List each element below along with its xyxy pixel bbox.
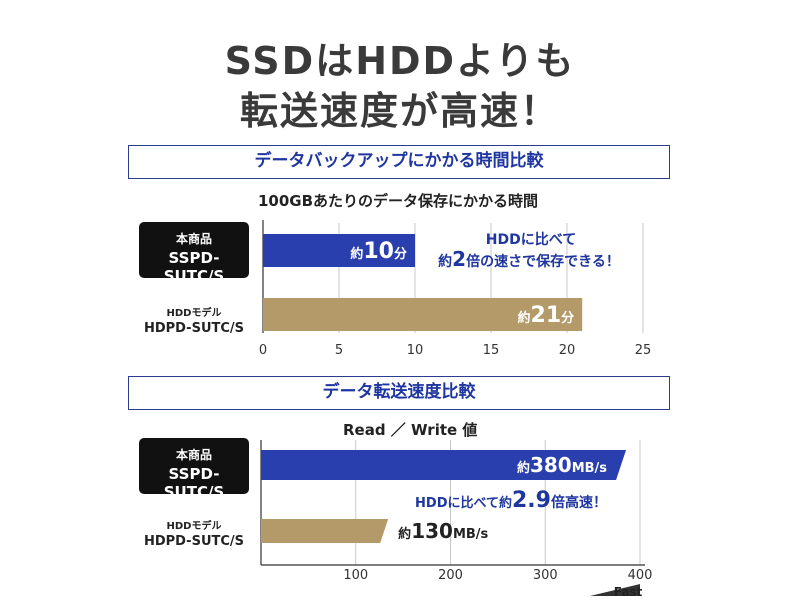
chart2-hdd-label: HDDモデル HDPD-SUTC/S	[139, 517, 249, 549]
hdd-label-model: HDPD-SUTC/S	[143, 534, 245, 549]
chart1-hdd-label: HDDモデル HDPD-SUTC/S	[139, 304, 249, 336]
chart1-bar-hdd	[263, 298, 583, 331]
hdd-label-model: HDPD-SUTC/S	[143, 321, 245, 336]
chart2-bar-ssd	[261, 450, 627, 480]
chart2-tick-label: 200	[438, 568, 463, 583]
chart1-tick-label: 5	[335, 343, 343, 358]
chart2-bar-hdd	[261, 519, 389, 543]
chart1-title: 100GBあたりのデータ保存にかかる時間	[258, 192, 539, 210]
chart1-tick-label: 10	[407, 343, 424, 358]
chart1-tick-label: 0	[259, 343, 267, 358]
chart1-tick-label: 20	[559, 343, 576, 358]
chart1-callout-line1: HDDに比べて	[486, 231, 576, 248]
product-badge-model: SSPD-SUTC/S	[163, 249, 225, 285]
hdd-label-type: HDDモデル	[166, 521, 222, 532]
fast-wedge	[590, 584, 640, 596]
chart1-callout-line2: 約2倍の速さで保存できる！	[438, 247, 620, 271]
chart2-value-label: 約380MB/s	[517, 453, 607, 477]
chart2-tick-label: 100	[343, 568, 368, 583]
chart2-title: Read ／ Write 値	[343, 421, 478, 439]
section2-heading: データ転送速度比較	[128, 376, 670, 410]
chart2-tick-label: 400	[628, 568, 653, 583]
headline-line1: SSDはHDDよりも	[224, 39, 576, 83]
product-badge-model: SSPD-SUTC/S	[163, 465, 225, 501]
chart2-product-badge: 本商品 SSPD-SUTC/S	[139, 438, 249, 501]
chart1-tick-label: 15	[483, 343, 500, 358]
headline-line2: 転送速度が高速！	[239, 89, 560, 133]
product-badge-label: 本商品	[175, 232, 212, 246]
product-badge-label: 本商品	[175, 448, 212, 462]
chart1-value-label: 約10分	[350, 239, 407, 264]
chart1-tick-label: 25	[635, 343, 652, 358]
chart2-tick-label: 300	[533, 568, 558, 583]
chart1-value-label: 約21分	[518, 303, 575, 328]
fast-label: Fast	[614, 585, 643, 599]
chart2-value-label: 約130MB/s	[398, 519, 488, 543]
chart1-bar-ssd	[263, 234, 415, 267]
chart2-callout: HDDに比べて約2.9倍高速！	[415, 488, 607, 513]
hdd-label-type: HDDモデル	[166, 308, 222, 319]
section1-heading: データバックアップにかかる時間比較	[128, 145, 670, 179]
chart1-product-badge: 本商品 SSPD-SUTC/S	[139, 222, 249, 285]
